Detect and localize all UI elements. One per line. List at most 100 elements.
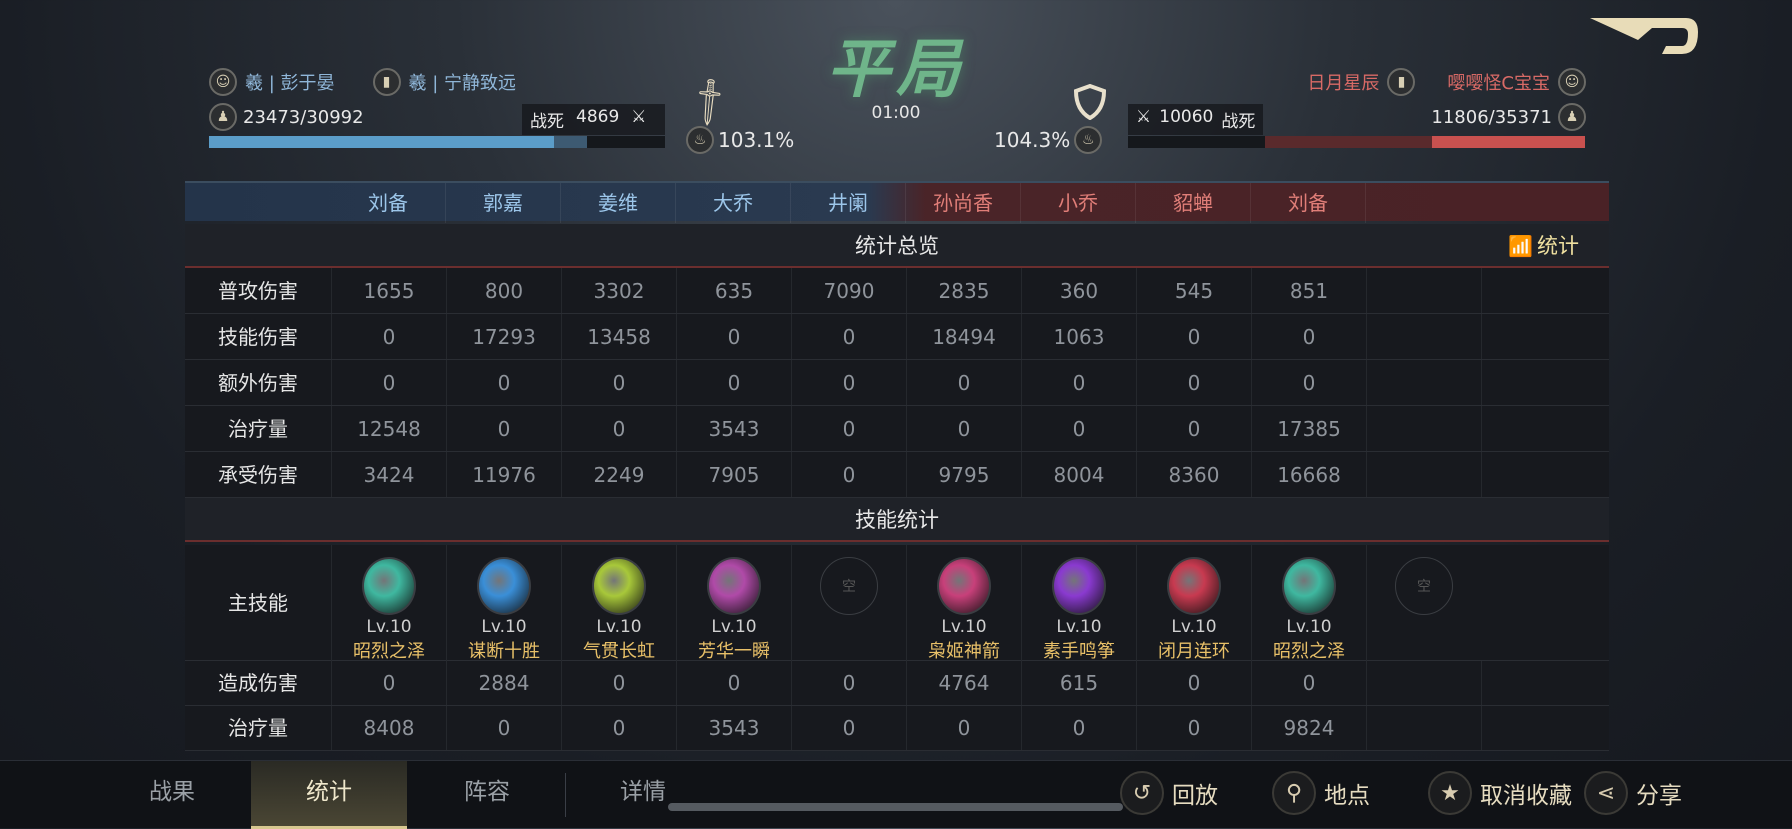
skill-icon bbox=[707, 557, 761, 615]
action-share-button[interactable]: ⋖ 分享 bbox=[1584, 771, 1682, 815]
guild-banner-icon: ▮ bbox=[1387, 68, 1416, 96]
skill-icon bbox=[592, 557, 646, 615]
stat-cell: 0 bbox=[906, 706, 1021, 750]
skills-title: 技能统计 bbox=[855, 508, 939, 532]
stat-cell: 0 bbox=[331, 661, 446, 705]
row-label: 额外伤害 bbox=[218, 371, 298, 395]
stat-row: 额外伤害 0 0 0 0 0 0 0 0 0 bbox=[185, 360, 1609, 406]
skill-slot[interactable]: Lv.10 闭月连环 bbox=[1136, 545, 1251, 662]
tab-0[interactable]: 战果 bbox=[149, 779, 195, 805]
row-label: 造成伤害 bbox=[218, 671, 298, 695]
stat-cell: 7905 bbox=[676, 452, 791, 497]
result-title: 平局 bbox=[826, 32, 966, 107]
stat-cell: 3543 bbox=[676, 706, 791, 750]
skill-icon bbox=[1052, 557, 1106, 615]
skill-slot[interactable]: Lv.10 素手鸣筝 bbox=[1021, 545, 1136, 662]
skills-section-header: 技能统计 bbox=[185, 498, 1609, 542]
skill-level: Lv.10 bbox=[1056, 617, 1102, 637]
stat-cell: 0 bbox=[446, 706, 561, 750]
stat-cell: 3302 bbox=[561, 268, 676, 313]
action-star-button[interactable]: ★ 取消收藏 bbox=[1428, 771, 1572, 815]
stat-cell bbox=[1366, 360, 1481, 405]
hero-header-left: 刘备 bbox=[331, 183, 446, 223]
share-icon: ⋖ bbox=[1584, 771, 1628, 815]
skill-name: 素手鸣筝 bbox=[1043, 641, 1115, 662]
row-label: 承受伤害 bbox=[218, 463, 298, 487]
skill-slot[interactable]: Lv.10 谋断十胜 bbox=[446, 545, 561, 662]
location-pin-icon: ⚲ bbox=[1272, 771, 1316, 815]
stat-cell: 0 bbox=[1251, 661, 1366, 705]
scrollbar[interactable] bbox=[668, 803, 1123, 811]
troops-icon: ♟ bbox=[1558, 103, 1586, 131]
stat-cell: 12548 bbox=[331, 406, 446, 451]
action-label: 回放 bbox=[1172, 783, 1218, 809]
stat-cell: 360 bbox=[1021, 268, 1136, 313]
skill-slot[interactable]: Lv.10 芳华一瞬 bbox=[676, 545, 791, 662]
stat-cell: 0 bbox=[1251, 314, 1366, 359]
skill-slot[interactable]: Lv.10 昭烈之泽 bbox=[1251, 545, 1366, 662]
left-troop-bar bbox=[209, 136, 665, 148]
stat-cell: 9824 bbox=[1251, 706, 1366, 750]
stat-row: 治疗量 12548 0 0 3543 0 0 0 0 17385 bbox=[185, 406, 1609, 452]
action-history-button[interactable]: ↺ 回放 bbox=[1120, 771, 1218, 815]
hero-header-left: 郭嘉 bbox=[446, 183, 561, 223]
left-bonus: 103.1% bbox=[718, 128, 795, 152]
back-button[interactable] bbox=[1590, 18, 1700, 58]
stat-cell: 1655 bbox=[331, 268, 446, 313]
action-location-pin-button[interactable]: ⚲ 地点 bbox=[1272, 771, 1370, 815]
stat-cell: 0 bbox=[906, 406, 1021, 451]
tab-1[interactable]: 统计 bbox=[251, 761, 407, 829]
stat-cell: 16668 bbox=[1251, 452, 1366, 497]
player-avatar-icon: ☺ bbox=[209, 68, 237, 96]
dead-label: 战死 bbox=[530, 112, 564, 132]
hero-header-left: 井阑 bbox=[791, 183, 906, 223]
stat-cell bbox=[1481, 314, 1596, 359]
stat-cell: 3424 bbox=[331, 452, 446, 497]
crossed-swords-icon: ⚔ bbox=[1136, 107, 1152, 127]
bottom-bar: 战果 统计 阵容 详情 ↺ 回放 ⚲ 地点 ★ 取消收藏 ⋖ 分享 bbox=[0, 760, 1792, 829]
skill-slot[interactable]: 空 bbox=[791, 545, 906, 661]
star-icon: ★ bbox=[1428, 771, 1472, 815]
action-label: 取消收藏 bbox=[1480, 783, 1572, 809]
stat-cell: 0 bbox=[561, 706, 676, 750]
tab-3[interactable]: 详情 bbox=[620, 779, 666, 805]
stat-cell: 0 bbox=[1136, 406, 1251, 451]
skill-name: 昭烈之泽 bbox=[1273, 641, 1345, 662]
right-troops: 11806/35371 bbox=[1431, 106, 1552, 128]
stat-cell: 3543 bbox=[676, 406, 791, 451]
left-player-info: ☺ 羲 | 彭于晏 ▮ 羲 | 宁静致远 bbox=[209, 68, 516, 96]
skill-name: 谋断十胜 bbox=[468, 641, 540, 662]
empty-skill-slot: 空 bbox=[1395, 557, 1453, 615]
left-dead-count: 4869 bbox=[576, 107, 620, 127]
skill-name: 昭烈之泽 bbox=[353, 641, 425, 662]
stat-cell bbox=[1481, 406, 1596, 451]
stat-cell bbox=[1481, 452, 1596, 497]
stat-cell bbox=[1366, 314, 1481, 359]
bar-chart-icon: 📶 bbox=[1508, 234, 1533, 258]
left-guild-name: 羲 | 宁静致远 bbox=[408, 73, 517, 94]
skill-slot[interactable]: Lv.10 气贯长虹 bbox=[561, 545, 676, 662]
skill-level: Lv.10 bbox=[596, 617, 642, 637]
skill-slot[interactable]: Lv.10 枭姬神箭 bbox=[906, 545, 1021, 662]
stat-cell: 2249 bbox=[561, 452, 676, 497]
skill-slot[interactable]: Lv.10 昭烈之泽 bbox=[331, 545, 446, 662]
skill-name: 闭月连环 bbox=[1158, 641, 1230, 662]
stat-cell bbox=[1366, 268, 1481, 313]
hero-header-left: 大乔 bbox=[676, 183, 791, 223]
stat-cell: 9795 bbox=[906, 452, 1021, 497]
skill-slot[interactable]: 空 bbox=[1366, 545, 1481, 661]
stat-cell: 4764 bbox=[906, 661, 1021, 705]
stat-cell: 0 bbox=[331, 360, 446, 405]
main-skill-row: 主技能 Lv.10 昭烈之泽 Lv.10 谋断十胜 Lv.10 气贯长虹 Lv.10 芳华一瞬… bbox=[185, 545, 1609, 662]
skill-level: Lv.10 bbox=[711, 617, 757, 637]
stats-button[interactable]: 📶 统计 bbox=[1508, 224, 1579, 268]
right-player-name: 嘤嘤怪C宝宝 bbox=[1447, 73, 1550, 94]
skill-level: Lv.10 bbox=[1171, 617, 1217, 637]
stat-cell: 18494 bbox=[906, 314, 1021, 359]
stat-cell: 0 bbox=[676, 360, 791, 405]
tab-2[interactable]: 阵容 bbox=[464, 779, 510, 805]
left-dead-box: 战死 4869 ⚔ bbox=[522, 104, 665, 135]
stat-row: 治疗量 8408 0 0 3543 0 0 0 0 9824 bbox=[185, 706, 1609, 751]
stat-cell: 0 bbox=[561, 661, 676, 705]
stat-cell: 0 bbox=[561, 360, 676, 405]
